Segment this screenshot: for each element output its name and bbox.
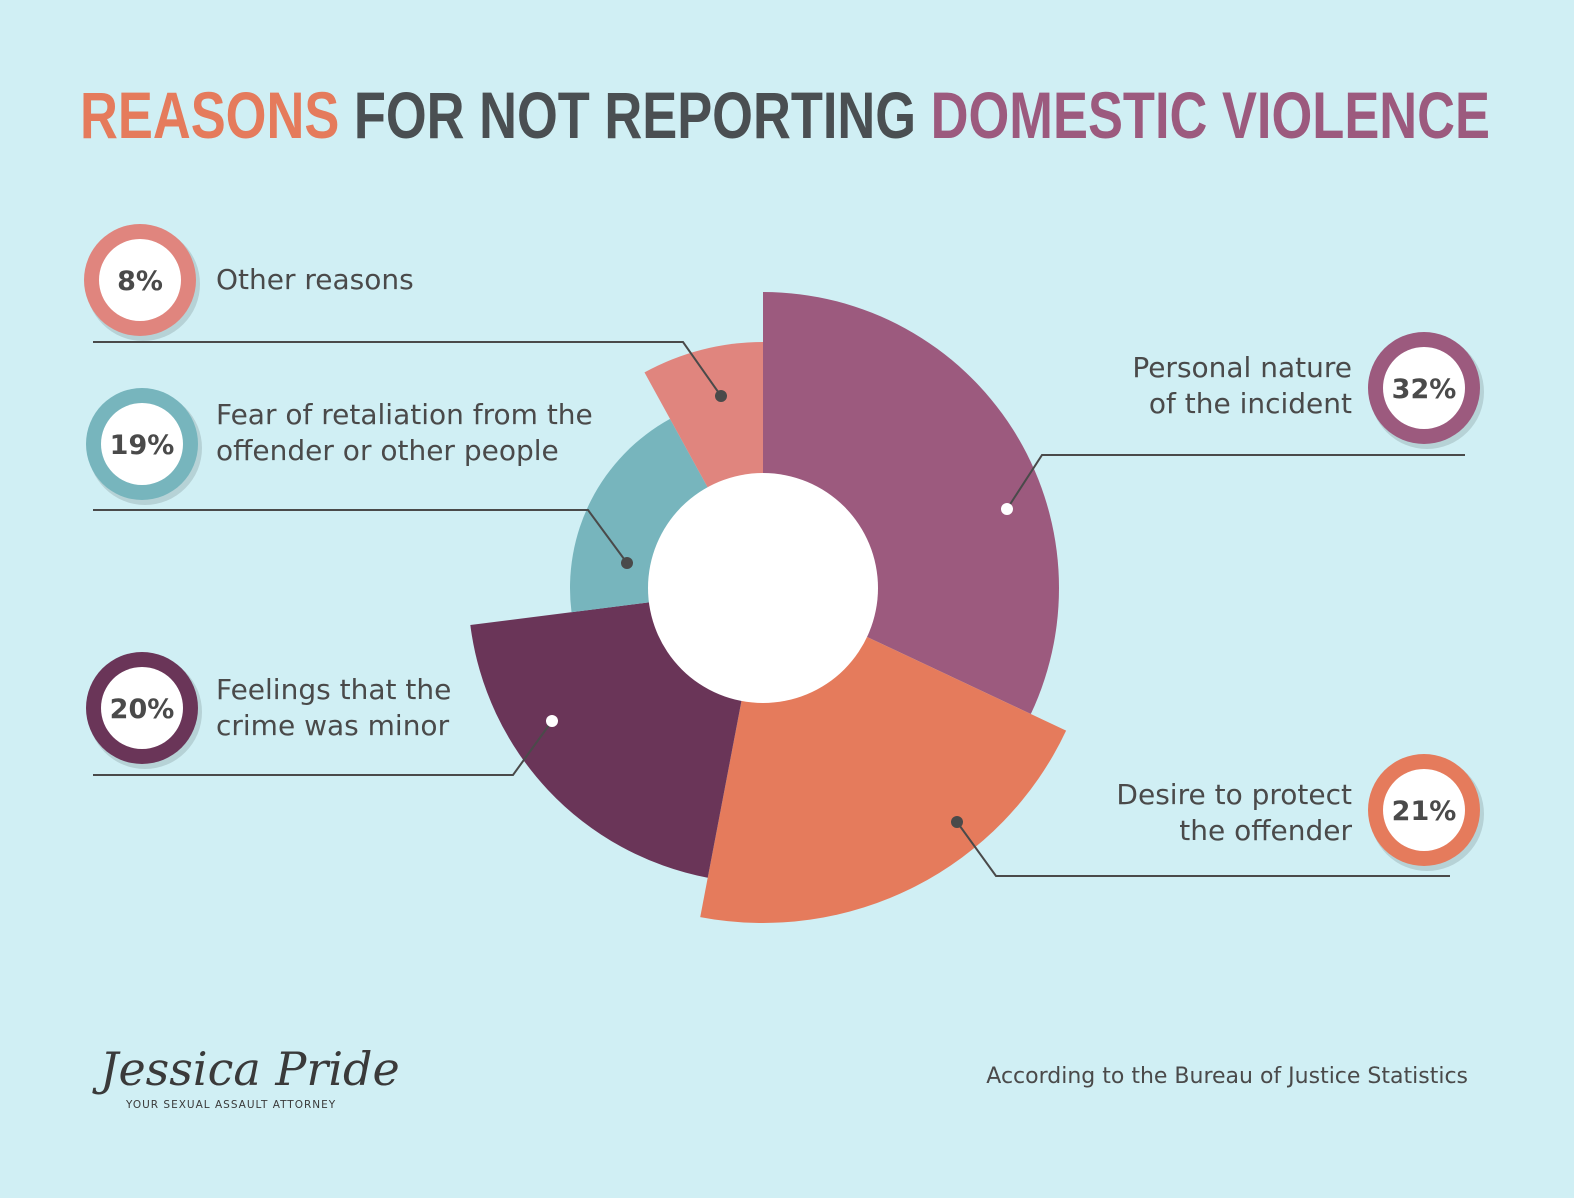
category-label: Fear of retaliation from the offender or… [216, 398, 593, 467]
value-label: 21% [1392, 796, 1457, 827]
leader-dot [715, 390, 727, 402]
leader-line [93, 341, 722, 397]
category-label: Feelings that the crime was minor [216, 673, 452, 742]
badge-center [1383, 769, 1465, 851]
leader-dot [1001, 503, 1013, 515]
value-label: 32% [1392, 374, 1457, 405]
donut-hole [648, 473, 878, 703]
badge-center [99, 239, 181, 321]
leader-line [956, 821, 1450, 877]
category-label: Personal nature of the incident [1132, 351, 1352, 420]
leader-dot [546, 715, 558, 727]
leader-line [93, 720, 553, 776]
badge-center [101, 667, 183, 749]
badge-center [101, 403, 183, 485]
leader-line [93, 509, 628, 564]
title-part: DOMESTIC VIOLENCE [931, 78, 1490, 152]
leader-dot [951, 816, 963, 828]
leader-dot [621, 557, 633, 569]
logo-name: Jessica Pride [92, 1042, 400, 1096]
leader-line [1006, 454, 1465, 510]
value-label: 20% [110, 694, 175, 725]
category-label: Other reasons [216, 263, 414, 296]
title-part: REASONS [80, 78, 339, 152]
badge-center [1383, 347, 1465, 429]
value-label: 19% [110, 430, 175, 461]
value-label: 8% [117, 266, 163, 297]
logo-tagline: YOUR SEXUAL ASSAULT ATTORNEY [125, 1099, 336, 1111]
source: According to the Bureau of Justice Stati… [986, 1064, 1468, 1089]
title-part: FOR NOT REPORTING [354, 78, 916, 152]
chart-title: REASONS FOR NOT REPORTING DOMESTIC VIOLE… [80, 78, 1490, 152]
category-label: Desire to protect the offender [1116, 778, 1352, 847]
